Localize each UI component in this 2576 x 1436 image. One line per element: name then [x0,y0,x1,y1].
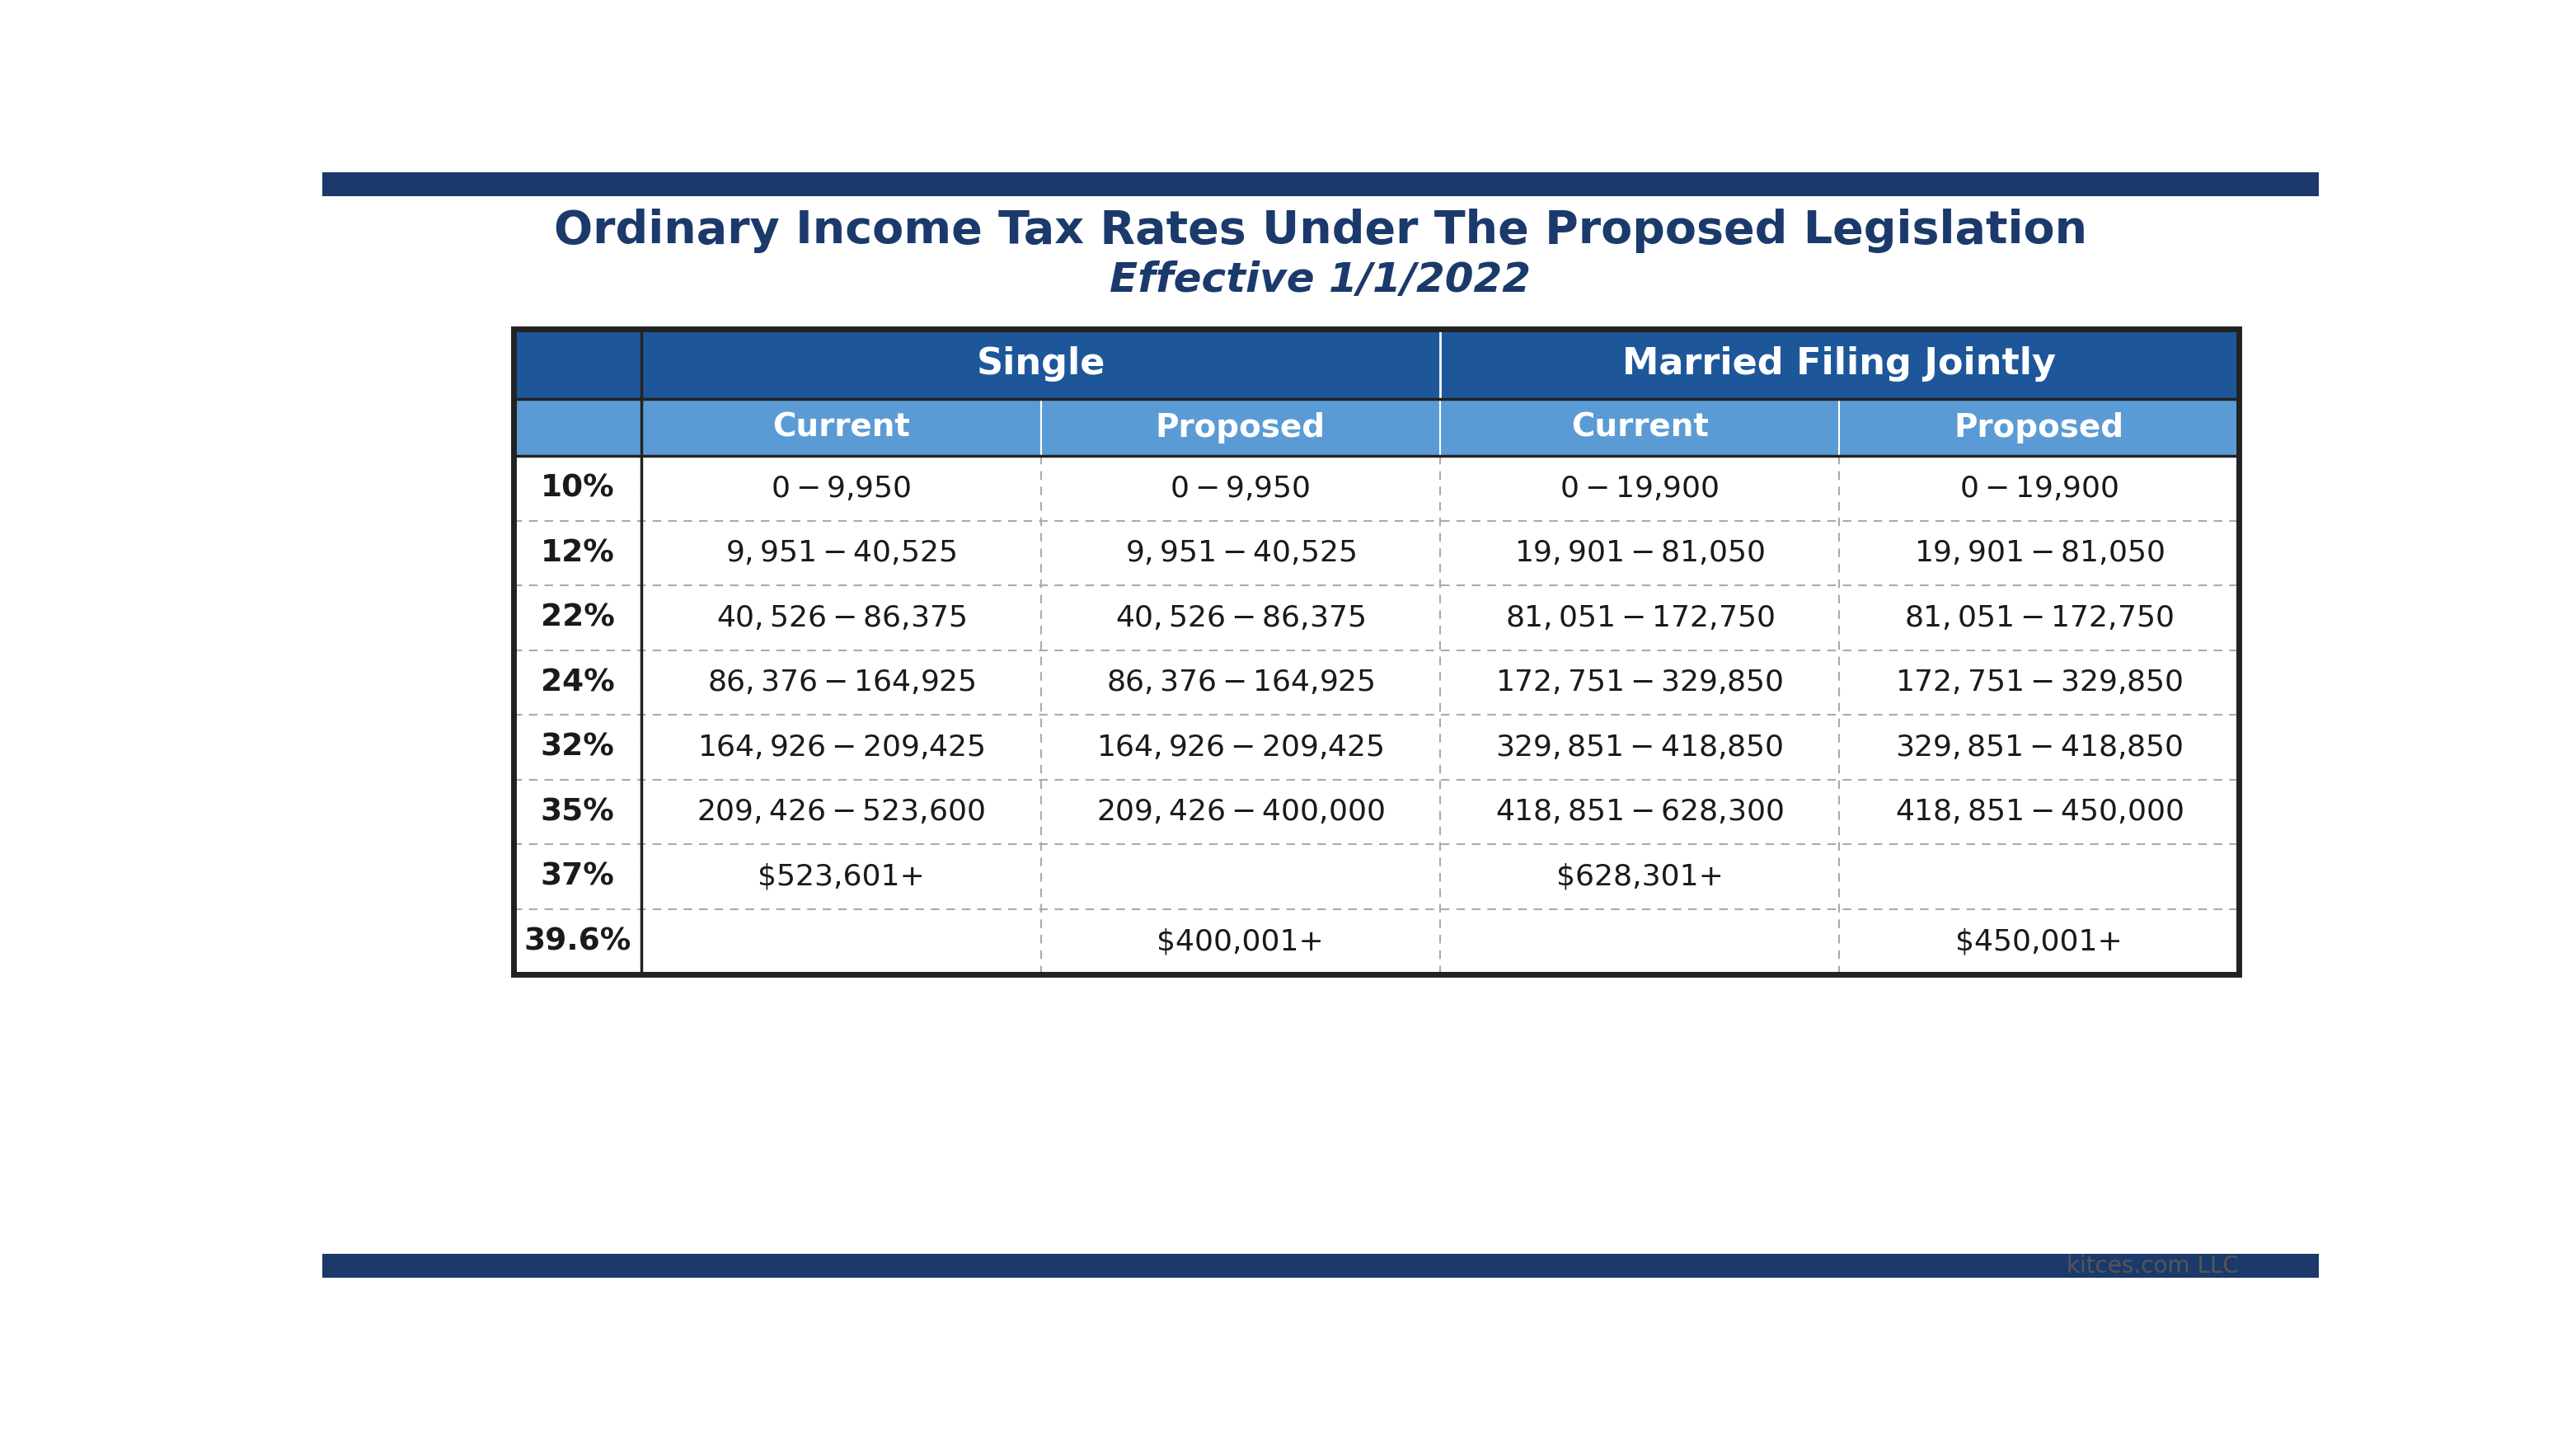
Text: $418,851 - $450,000: $418,851 - $450,000 [1896,798,2182,826]
Text: $0 - $9,950: $0 - $9,950 [770,474,912,503]
Bar [1041,521,1440,586]
Bar [1839,457,2239,521]
Text: $9,951 - $40,525: $9,951 - $40,525 [1126,538,1355,567]
Bar [1440,651,1839,715]
Text: Effective 1/1/2022: Effective 1/1/2022 [1110,260,1530,300]
Bar [513,329,2239,974]
Bar [513,909,641,974]
Text: 37%: 37% [541,862,616,892]
Bar [1440,399,1839,457]
Bar [641,780,1041,844]
Text: Single: Single [976,346,1105,382]
Bar [1041,780,1440,844]
Text: $164,926 - $209,425: $164,926 - $209,425 [1097,734,1383,761]
Text: $81,051 - $172,750: $81,051 - $172,750 [1504,605,1775,632]
Bar [1041,457,1440,521]
Text: 35%: 35% [541,797,616,827]
Text: 32%: 32% [541,732,616,763]
Bar [1041,909,1440,974]
Bar [513,844,641,909]
Text: $172,751 - $329,850: $172,751 - $329,850 [1896,669,2182,696]
Bar [322,172,2318,197]
Text: $0 - $19,900: $0 - $19,900 [1960,474,2117,503]
Bar [1839,399,2239,457]
Bar [513,399,641,457]
Bar [641,399,1041,457]
Text: Proposed: Proposed [1157,412,1324,444]
Bar [322,1254,2318,1278]
Text: Current: Current [1571,412,1708,444]
Text: $86,376 - $164,925: $86,376 - $164,925 [706,669,976,696]
Bar [641,329,1440,399]
Text: Married Filing Jointly: Married Filing Jointly [1623,346,2056,382]
Bar [513,780,641,844]
Text: 22%: 22% [541,603,616,633]
Text: $418,851 - $628,300: $418,851 - $628,300 [1497,798,1783,826]
Bar [513,521,641,586]
Bar [1440,457,1839,521]
Bar [1041,844,1440,909]
Text: $329,851 - $418,850: $329,851 - $418,850 [1497,734,1783,761]
Bar [1839,780,2239,844]
Bar [1041,651,1440,715]
Bar [1440,844,1839,909]
Text: $523,601+: $523,601+ [757,863,925,890]
Bar [1440,715,1839,780]
Text: kitces.com LLC: kitces.com LLC [2066,1255,2239,1278]
Text: $172,751 - $329,850: $172,751 - $329,850 [1497,669,1783,696]
Bar [641,651,1041,715]
Text: $164,926 - $209,425: $164,926 - $209,425 [698,734,984,761]
Text: $0 - $9,950: $0 - $9,950 [1170,474,1311,503]
Bar [513,329,641,399]
Bar [1839,715,2239,780]
Bar [1839,844,2239,909]
Bar [641,909,1041,974]
Bar [641,457,1041,521]
Bar [513,329,2239,974]
Bar [1041,715,1440,780]
Bar [641,586,1041,651]
Text: 12%: 12% [541,538,616,569]
Bar [641,844,1041,909]
Text: Current: Current [773,412,909,444]
Bar [641,715,1041,780]
Text: $40,526 - $86,375: $40,526 - $86,375 [1115,605,1365,632]
Bar [641,521,1041,586]
Text: $40,526 - $86,375: $40,526 - $86,375 [716,605,966,632]
Text: Proposed: Proposed [1955,412,2123,444]
Bar [1839,909,2239,974]
Text: 39.6%: 39.6% [523,926,631,956]
Bar [513,586,641,651]
Bar [1041,586,1440,651]
Bar [1041,399,1440,457]
Text: $329,851 - $418,850: $329,851 - $418,850 [1896,734,2182,761]
Bar [513,457,641,521]
Text: $9,951 - $40,525: $9,951 - $40,525 [726,538,956,567]
Text: $209,426 - $523,600: $209,426 - $523,600 [698,798,984,826]
Text: 10%: 10% [541,474,616,503]
Text: $19,901 - $81,050: $19,901 - $81,050 [1515,538,1765,567]
Bar [1440,586,1839,651]
Text: $209,426 - $400,000: $209,426 - $400,000 [1097,798,1383,826]
Bar [513,651,641,715]
Text: $81,051 - $172,750: $81,051 - $172,750 [1904,605,2174,632]
Bar [1440,780,1839,844]
Bar [1839,651,2239,715]
Bar [1440,521,1839,586]
Bar [513,715,641,780]
Text: $628,301+: $628,301+ [1556,863,1723,890]
Text: $86,376 - $164,925: $86,376 - $164,925 [1105,669,1376,696]
Bar [1440,909,1839,974]
Bar [1440,329,2239,399]
Bar [1839,521,2239,586]
Text: $0 - $19,900: $0 - $19,900 [1561,474,1718,503]
Text: $19,901 - $81,050: $19,901 - $81,050 [1914,538,2164,567]
Text: $400,001+: $400,001+ [1157,928,1324,955]
Text: $450,001+: $450,001+ [1955,928,2123,955]
Text: 24%: 24% [541,668,616,698]
Bar [1839,586,2239,651]
Text: Ordinary Income Tax Rates Under The Proposed Legislation: Ordinary Income Tax Rates Under The Prop… [554,208,2087,253]
